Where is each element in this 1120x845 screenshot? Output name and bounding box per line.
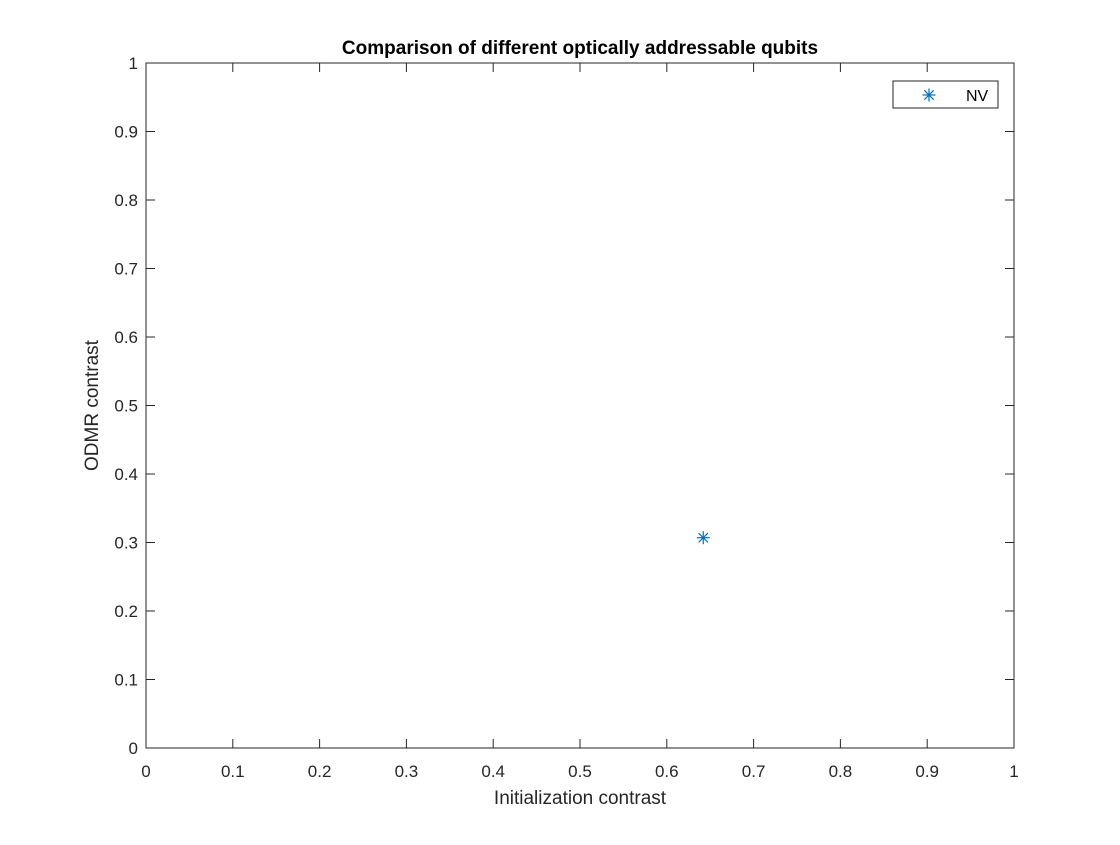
x-axis-label: Initialization contrast	[494, 788, 667, 809]
y-tick-label: 0.4	[114, 465, 138, 484]
y-tick-label: 0.3	[114, 534, 138, 553]
y-tick-label: 0.2	[114, 602, 138, 621]
x-tick-label: 0.9	[915, 762, 939, 781]
y-tick-label: 0.7	[114, 260, 138, 279]
data-points	[696, 531, 710, 545]
y-tick-label: 0.8	[114, 191, 138, 210]
x-tick-label: 0.1	[221, 762, 245, 781]
y-tick-label: 0.9	[114, 123, 138, 142]
x-tick-label: 0.4	[481, 762, 505, 781]
y-tick-labels: 0 0.1 0.2 0.3 0.4 0.5 0.6 0.7 0.8 0.9 1	[114, 54, 138, 758]
x-tick-label: 0.7	[742, 762, 766, 781]
x-tick-labels: 0 0.1 0.2 0.3 0.4 0.5 0.6 0.7 0.8 0.9 1	[141, 762, 1018, 781]
x-tick-label: 0.6	[655, 762, 679, 781]
data-point-nv	[696, 531, 710, 545]
legend: NV	[892, 80, 999, 109]
legend-marker-symbol	[922, 88, 936, 102]
legend-label-nv: NV	[966, 88, 989, 105]
y-tick-label: 0.5	[114, 397, 138, 416]
x-tick-label: 0.2	[308, 762, 332, 781]
legend-box	[892, 80, 999, 109]
x-tick-label: 0.5	[568, 762, 592, 781]
x-tick-label: 0.3	[395, 762, 419, 781]
plot-area-frame	[145, 62, 1015, 749]
y-tick-label: 0.1	[114, 671, 138, 690]
y-axis-label: ODMR contrast	[82, 339, 103, 471]
y-tick-label: 0	[129, 739, 138, 758]
x-tick-label: 1	[1009, 762, 1018, 781]
chart-title: Comparison of different optically addres…	[342, 38, 818, 59]
y-tick-label: 0.6	[114, 328, 138, 347]
legend-marker-nv	[922, 88, 936, 102]
x-tick-label: 0	[141, 762, 150, 781]
y-tick-label: 1	[129, 54, 138, 73]
x-tick-label: 0.8	[829, 762, 853, 781]
